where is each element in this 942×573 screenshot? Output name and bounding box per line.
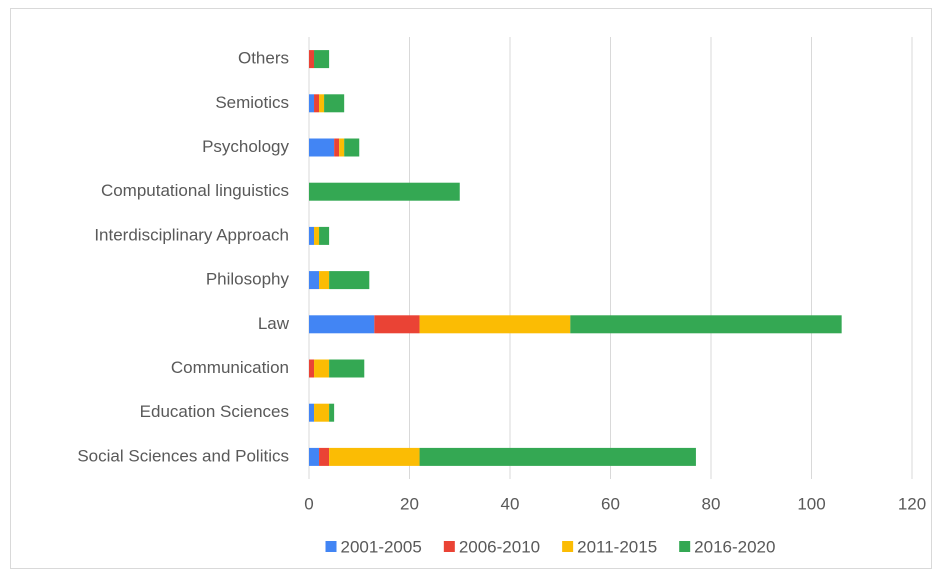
bar-segment bbox=[419, 315, 571, 334]
legend-label: 2001-2005 bbox=[341, 537, 422, 556]
y-tick-label: Computational linguistics bbox=[101, 181, 289, 200]
x-tick-label: 20 bbox=[400, 494, 419, 513]
bar-segment bbox=[329, 447, 420, 466]
bar-segment bbox=[309, 138, 335, 157]
y-tick-label: Psychology bbox=[202, 137, 289, 156]
bar-segment bbox=[344, 138, 360, 157]
bar-segment bbox=[329, 359, 365, 378]
bar-segment bbox=[309, 271, 320, 290]
y-tick-label: Semiotics bbox=[215, 93, 289, 112]
x-tick-label: 40 bbox=[501, 494, 520, 513]
x-tick-label: 0 bbox=[304, 494, 313, 513]
bar-segment bbox=[309, 182, 460, 201]
bar-segment bbox=[374, 315, 420, 334]
bar-segment bbox=[319, 271, 330, 290]
legend-swatch bbox=[679, 541, 691, 552]
x-tick-label: 120 bbox=[898, 494, 926, 513]
legend-label: 2006-2010 bbox=[459, 537, 540, 556]
legend-label: 2016-2020 bbox=[694, 537, 775, 556]
x-tick-label: 80 bbox=[702, 494, 721, 513]
bar-segment bbox=[319, 447, 330, 466]
bar-segment bbox=[419, 447, 696, 466]
bar-segment bbox=[309, 226, 315, 245]
chart-frame bbox=[10, 8, 932, 569]
y-tick-label: Philosophy bbox=[206, 270, 290, 289]
bar-segment bbox=[314, 226, 320, 245]
bar-segment bbox=[309, 50, 315, 69]
bar-segment bbox=[314, 50, 330, 69]
y-tick-label: Education Sciences bbox=[140, 402, 289, 421]
y-tick-label: Social Sciences and Politics bbox=[77, 446, 289, 465]
y-tick-label: Interdisciplinary Approach bbox=[94, 225, 289, 244]
y-tick-label: Others bbox=[238, 49, 289, 68]
bar-segment bbox=[314, 359, 330, 378]
bar-segment bbox=[319, 226, 330, 245]
bar-segment bbox=[329, 271, 370, 290]
bar-segment bbox=[339, 138, 345, 157]
legend-swatch bbox=[325, 541, 337, 552]
bar-segment bbox=[319, 94, 325, 113]
bar-segment bbox=[309, 359, 315, 378]
legend-swatch bbox=[443, 541, 455, 552]
legend-label: 2011-2015 bbox=[577, 537, 657, 556]
bar-segment bbox=[309, 447, 320, 466]
bar-segment bbox=[570, 315, 842, 334]
bar-segment bbox=[309, 94, 315, 113]
bar-segment bbox=[314, 403, 330, 422]
y-tick-label: Law bbox=[258, 314, 290, 333]
y-tick-label: Communication bbox=[171, 358, 289, 377]
legend-swatch bbox=[562, 541, 574, 552]
bar-segment bbox=[314, 94, 320, 113]
x-tick-label: 60 bbox=[601, 494, 620, 513]
bar-segment bbox=[324, 94, 345, 113]
bar-segment bbox=[309, 403, 315, 422]
bar-segment bbox=[309, 315, 375, 334]
x-tick-label: 100 bbox=[797, 494, 825, 513]
bar-segment bbox=[329, 403, 335, 422]
bar-segment bbox=[334, 138, 340, 157]
